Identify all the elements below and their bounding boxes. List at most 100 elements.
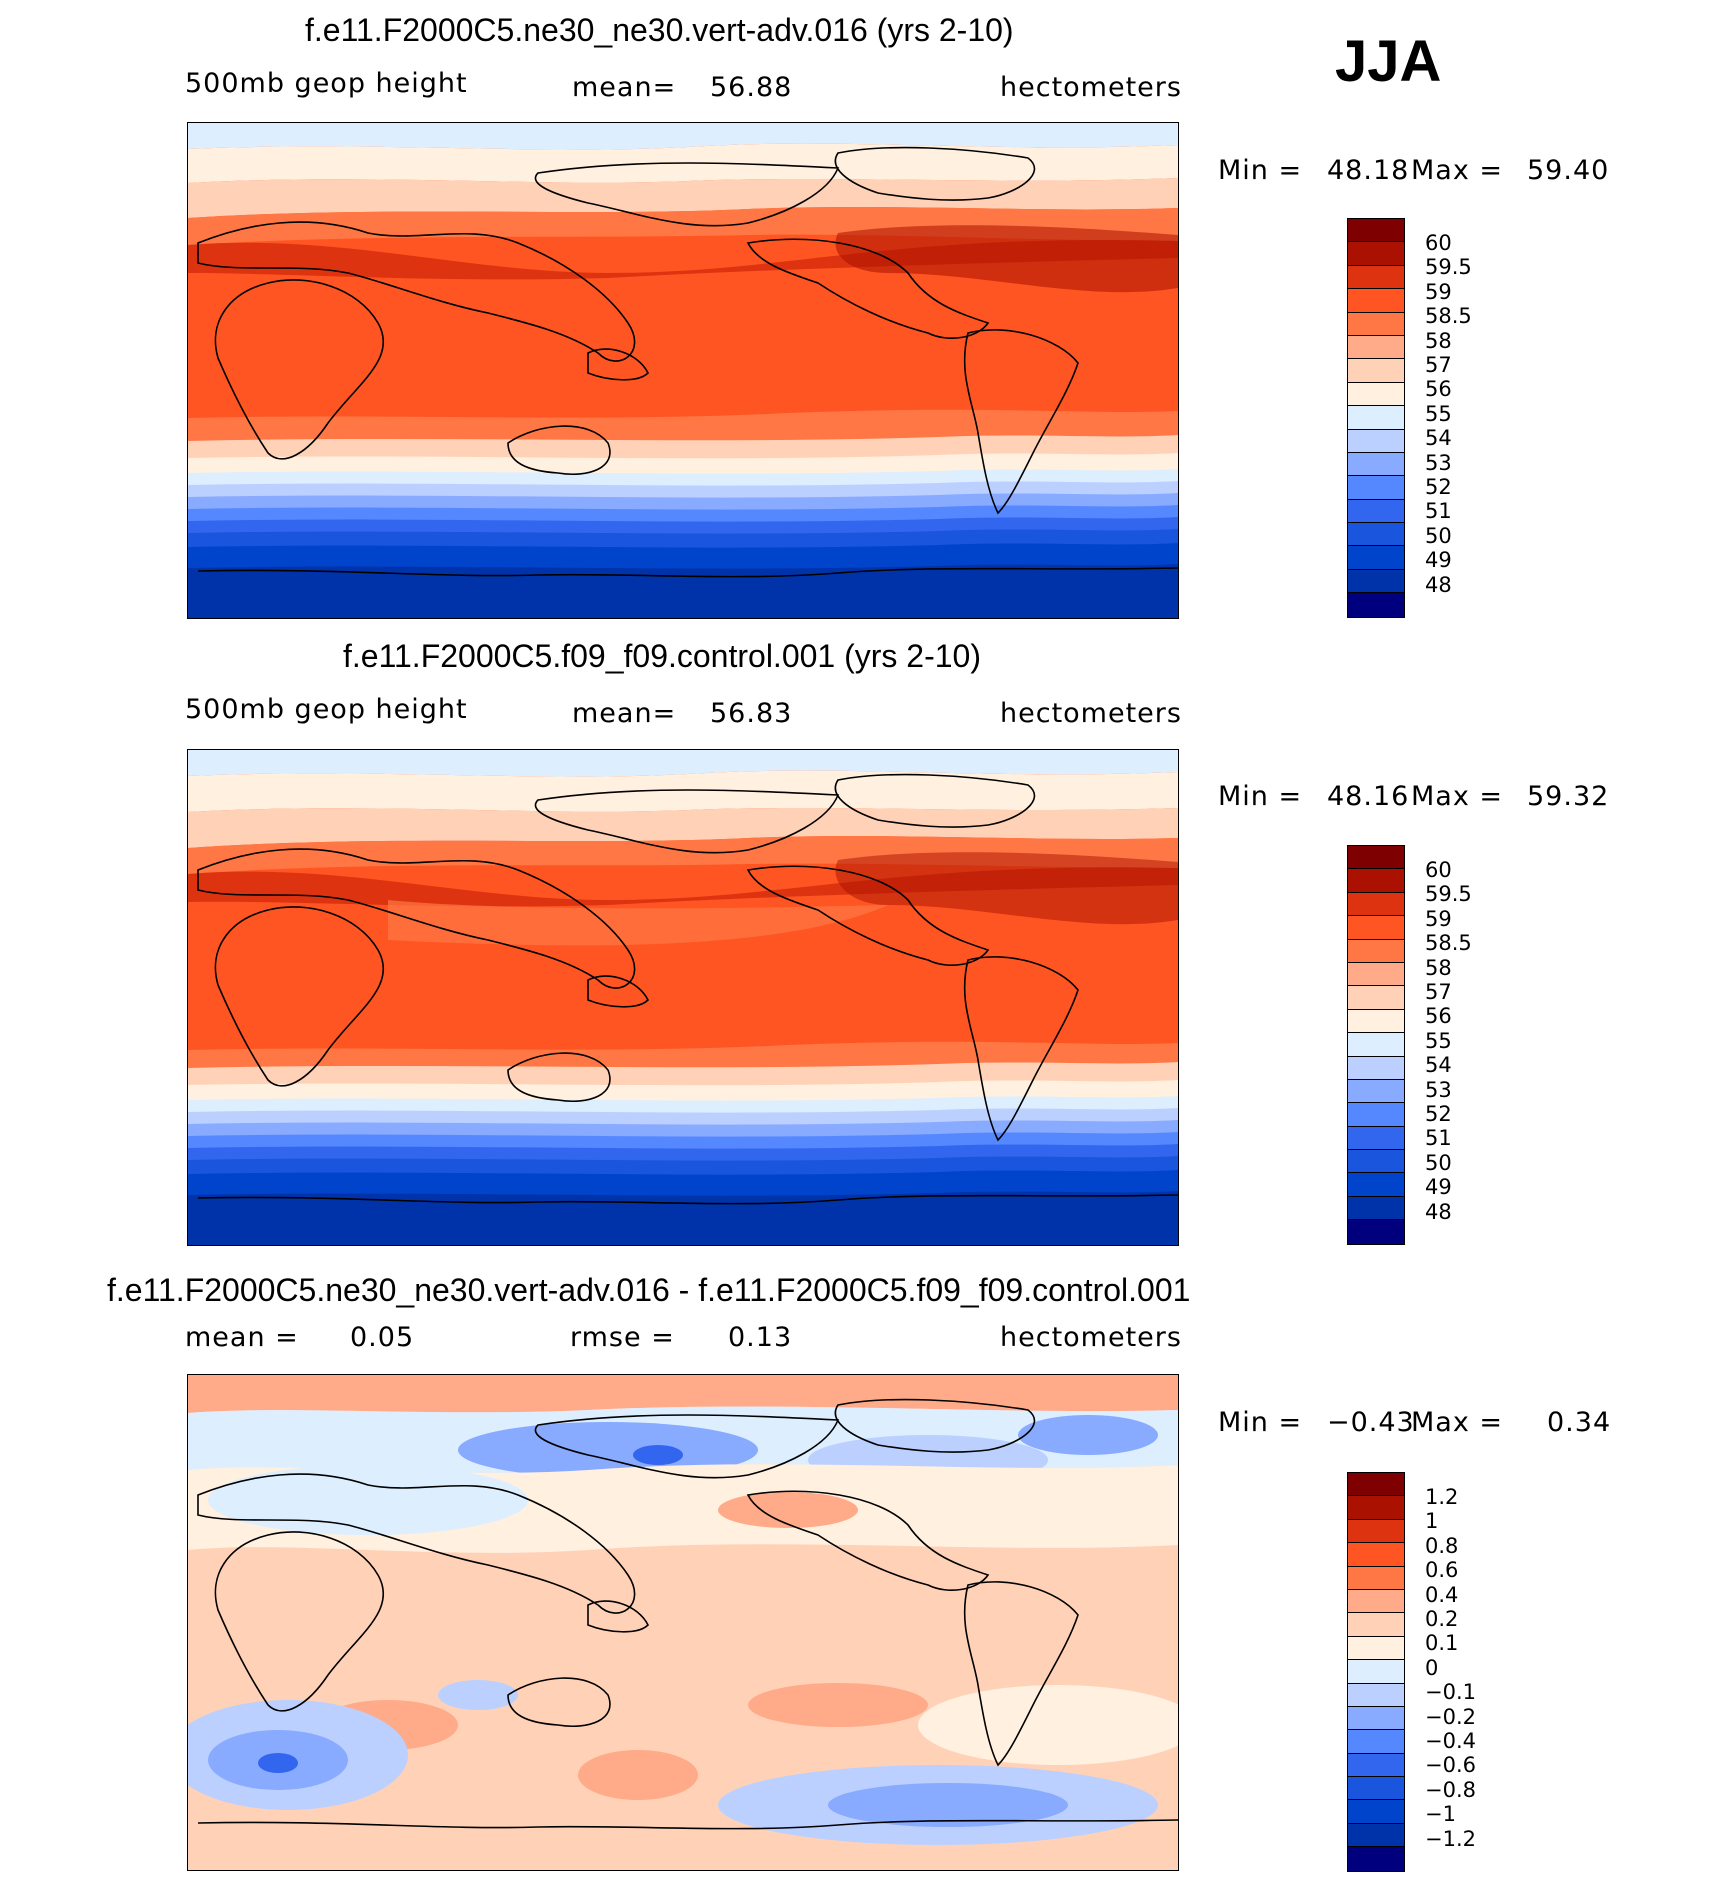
panel1-mean-value: 56.88 [710,72,793,103]
colorbar-swatch [1348,546,1404,570]
colorbar-swatch [1348,1009,1404,1034]
cbar-label: −1 [1425,1802,1456,1827]
panel2-mean-value: 56.83 [710,698,793,729]
colorbar-swatch [1348,359,1404,383]
colorbar-swatch [1348,1753,1404,1778]
colorbar-swatch [1348,1823,1404,1848]
cbar-label: −0.1 [1425,1680,1476,1705]
panel3-title: f.e11.F2000C5.ne30_ne30.vert-adv.016 - f… [107,1272,1191,1308]
panel3-max-label: Max = [1411,1407,1504,1438]
colorbar-swatch [1348,242,1404,266]
colorbar-swatch [1348,523,1404,547]
cbar-label: 48 [1425,1199,1452,1224]
cbar-label: −1.2 [1425,1826,1476,1851]
colorbar-swatch [1348,265,1404,290]
cbar-label: 48 [1425,572,1452,597]
colorbar-swatch [1348,1683,1404,1707]
colorbar-swatch [1348,1056,1404,1080]
cbar-label: −0.4 [1425,1729,1476,1754]
cbar-label: 0.6 [1425,1558,1459,1583]
panel3-map [187,1374,1179,1871]
panel2-units: hectometers [1000,698,1182,729]
panel1-max-label: Max = [1411,155,1504,186]
cbar-label: 49 [1425,548,1452,573]
colorbar-swatch [1348,1613,1404,1637]
colorbar-swatch [1348,916,1404,940]
colorbar-swatch [1348,1126,1404,1151]
colorbar-swatch [1348,312,1404,336]
colorbar-swatch [1348,1519,1404,1544]
cbar-label: 59 [1425,906,1452,931]
panel1-min-label: Min = [1218,155,1303,186]
colorbar-swatch [1348,1079,1404,1104]
cbar-label: 58.5 [1425,931,1472,956]
cbar-label: 52 [1425,1102,1452,1127]
panel3-colorbar [1347,1472,1405,1872]
colorbar-swatch [1348,499,1404,524]
cbar-label: 58 [1425,328,1452,353]
cbar-label: 59.5 [1425,882,1472,907]
colorbar-swatch [1348,846,1404,870]
panel2-max-label: Max = [1411,781,1504,812]
panel2-min-label: Min = [1218,781,1303,812]
colorbar-swatch [1348,289,1404,313]
cbar-label: 60 [1425,858,1452,882]
colorbar-swatch [1348,382,1404,407]
colorbar-swatch [1348,476,1404,500]
colorbar-swatch [1348,429,1404,453]
colorbar-swatch [1348,1706,1404,1731]
colorbar-swatch [1348,1660,1404,1684]
panel1-title: f.e11.F2000C5.ne30_ne30.vert-adv.016 (yr… [305,12,1014,48]
colorbar-swatch [1348,962,1404,987]
cbar-label: 50 [1425,1150,1452,1175]
cbar-label: 0.1 [1425,1631,1459,1656]
panel3-min-label: Min = [1218,1407,1303,1438]
colorbar-swatch [1348,986,1404,1010]
panel2-mean-label: mean= [572,698,677,729]
cbar-label: 53 [1425,450,1452,475]
cbar-label: 1.2 [1425,1485,1459,1509]
cbar-label: 56 [1425,1004,1452,1029]
panel3-rmse-value: 0.13 [728,1322,793,1353]
cbar-label: 54 [1425,1053,1452,1078]
cbar-label: 57 [1425,353,1452,378]
cbar-label: 58.5 [1425,304,1472,329]
panel3-rmse-label: rmse = [570,1322,675,1353]
panel1-colorbar-labels: 60 59.5 59 58.5 58 57 56 55 54 53 52 51 … [1425,231,1472,597]
panel1-colorbar [1347,218,1405,618]
cbar-label: 0.2 [1425,1607,1459,1632]
cbar-label: 52 [1425,475,1452,500]
panel2-colorbar-labels: 60 59.5 59 58.5 58 57 56 55 54 53 52 51 … [1425,858,1472,1224]
cbar-label: 53 [1425,1077,1452,1102]
colorbar-swatch [1348,1589,1404,1614]
colorbar-swatch [1348,1730,1404,1754]
cbar-label: 59.5 [1425,255,1472,280]
colorbar-swatch [1348,1847,1404,1871]
colorbar-swatch [1348,569,1404,594]
colorbar-swatch [1348,869,1404,893]
colorbar-swatch [1348,1173,1404,1197]
colorbar-swatch [1348,452,1404,477]
season-label: JJA [1335,29,1442,94]
panel1-max-value: 59.40 [1527,155,1610,186]
cbar-label: 55 [1425,1028,1452,1053]
panel2-max-value: 59.32 [1527,781,1610,812]
cbar-label: 51 [1425,499,1452,524]
cbar-label: 57 [1425,980,1452,1005]
colorbar-swatch [1348,1496,1404,1520]
cbar-label: 49 [1425,1175,1452,1200]
panel1-min-value: 48.18 [1327,155,1410,186]
cbar-label: 0.8 [1425,1533,1459,1558]
cbar-label: 50 [1425,523,1452,548]
panel2-colorbar [1347,845,1405,1245]
colorbar-swatch [1348,1220,1404,1244]
panel2-variable: 500mb geop height [185,694,468,725]
panel3-mean-value: 0.05 [350,1322,415,1353]
colorbar-swatch [1348,1033,1404,1057]
cbar-label: 59 [1425,279,1452,304]
cbar-label: −0.8 [1425,1777,1476,1802]
cbar-label: 0.4 [1425,1582,1459,1607]
colorbar-swatch [1348,939,1404,963]
panel2-min-value: 48.16 [1327,781,1410,812]
colorbar-swatch [1348,1150,1404,1174]
